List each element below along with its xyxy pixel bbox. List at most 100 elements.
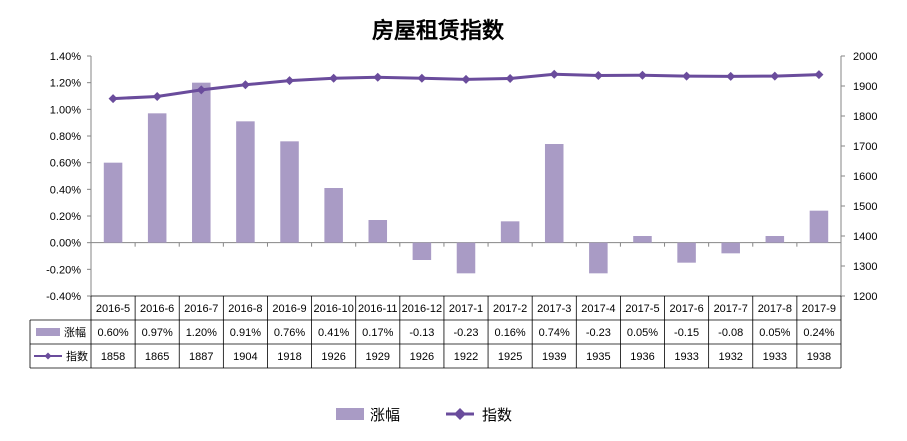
line-point bbox=[285, 76, 295, 86]
x-tick-label: 2016-11 bbox=[358, 303, 398, 315]
line-data-label: 1936 bbox=[630, 351, 654, 363]
line-data-label: 1939 bbox=[542, 351, 566, 363]
bar bbox=[765, 236, 785, 243]
bar-data-label: -0.23 bbox=[586, 327, 611, 339]
line-data-label: 1918 bbox=[277, 351, 301, 363]
bar bbox=[721, 242, 740, 254]
line-data-label: 1932 bbox=[718, 351, 742, 363]
y-left-tick-label: -0.20% bbox=[46, 264, 81, 276]
bar bbox=[456, 242, 476, 274]
line-point bbox=[549, 69, 559, 79]
bar-data-label: -0.23 bbox=[453, 327, 478, 339]
x-tick-label: 2016-8 bbox=[228, 303, 262, 315]
x-tick-label: 2016-5 bbox=[96, 303, 130, 315]
line-point bbox=[240, 80, 250, 90]
x-tick-label: 2017-3 bbox=[537, 303, 571, 315]
y-left-tick-label: 0.60% bbox=[50, 158, 81, 170]
line-point bbox=[461, 74, 471, 84]
bar-data-label: 0.17% bbox=[362, 327, 393, 339]
legend-bar-label: 涨幅 bbox=[370, 406, 400, 424]
bar-legend-key bbox=[36, 328, 60, 336]
y-left-tick-label: -0.40% bbox=[46, 291, 81, 303]
line-point bbox=[814, 70, 824, 80]
bar bbox=[236, 121, 255, 243]
line-data-label: 1929 bbox=[366, 351, 390, 363]
bar-data-label: 0.60% bbox=[97, 327, 128, 339]
line-data-label: 1926 bbox=[410, 351, 434, 363]
line-point bbox=[152, 92, 162, 101]
line-data-label: 1904 bbox=[233, 351, 257, 363]
y-right-tick-label: 1400 bbox=[853, 231, 877, 243]
chart-title: 房屋租赁指数 bbox=[372, 18, 505, 44]
bar-data-label: 0.41% bbox=[318, 327, 349, 339]
bar bbox=[280, 141, 299, 243]
x-tick-label: 2017-9 bbox=[802, 303, 836, 315]
y-left-tick-label: 0.20% bbox=[50, 211, 81, 223]
line-point bbox=[329, 73, 339, 83]
y-right-tick-label: 1600 bbox=[853, 171, 877, 183]
line-point bbox=[682, 71, 692, 81]
line-point bbox=[373, 72, 383, 82]
x-tick-label: 2017-6 bbox=[669, 303, 703, 315]
line-data-label: 1926 bbox=[321, 351, 345, 363]
bar bbox=[192, 82, 211, 243]
legend-bar-swatch bbox=[336, 408, 364, 420]
legend-line-marker bbox=[454, 408, 466, 420]
y-right-tick-label: 1800 bbox=[853, 111, 877, 123]
data-table: 2016-5 2016-6 2016-7 2016-8 2016-9 2016-10 201… bbox=[29, 295, 842, 369]
line-data-label: 1858 bbox=[101, 351, 125, 363]
x-tick-label: 2016-10 bbox=[313, 303, 353, 315]
line-data-label: 1865 bbox=[145, 351, 169, 363]
y-right-tick-label: 1700 bbox=[853, 141, 877, 153]
legend: 涨幅 指数 bbox=[336, 406, 512, 424]
bar-data-label: 0.05% bbox=[627, 327, 658, 339]
line-point bbox=[417, 73, 427, 83]
line-data-label: 1933 bbox=[674, 351, 698, 363]
line-point bbox=[196, 85, 206, 95]
bar-series-row-label: 涨幅 bbox=[64, 326, 86, 339]
bar-data-label: 0.05% bbox=[759, 327, 790, 339]
bar bbox=[368, 220, 388, 243]
line-data-label: 1933 bbox=[763, 351, 787, 363]
line-series-row-label: 指数 bbox=[66, 349, 88, 363]
bar-data-label: 0.97% bbox=[142, 327, 173, 339]
y-left-tick-label: 1.00% bbox=[50, 104, 81, 116]
line-point bbox=[108, 94, 118, 104]
y-left-tick-label: 0.00% bbox=[50, 238, 81, 250]
y-left-tick-label: 0.40% bbox=[50, 184, 81, 196]
y-right-tick-label: 1300 bbox=[853, 261, 877, 273]
bar-data-label: 0.74% bbox=[539, 327, 570, 339]
line-data-label: 1935 bbox=[586, 351, 610, 363]
line-point bbox=[637, 70, 647, 80]
x-tick-label: 2017-2 bbox=[493, 303, 527, 315]
line-data-label: 1925 bbox=[498, 351, 522, 363]
y-left-tick-label: 1.40% bbox=[50, 51, 81, 63]
bar bbox=[324, 188, 343, 243]
bar-data-label: -0.15 bbox=[674, 327, 699, 339]
x-tick-label: 2017-1 bbox=[449, 303, 483, 315]
line-point bbox=[770, 71, 780, 81]
x-tick-label: 2017-7 bbox=[714, 303, 748, 315]
line-data-label: 1938 bbox=[807, 351, 831, 363]
bar-data-label: -0.08 bbox=[718, 327, 743, 339]
bar-data-label: 0.16% bbox=[495, 327, 526, 339]
line-point bbox=[593, 71, 603, 80]
x-tick-label: 2016-12 bbox=[402, 303, 442, 315]
bars bbox=[103, 82, 829, 274]
bar-data-label: 0.91% bbox=[230, 327, 261, 339]
x-tick-label: 2016-7 bbox=[184, 303, 218, 315]
bar bbox=[589, 242, 608, 274]
line-series bbox=[108, 69, 824, 104]
line-point bbox=[726, 71, 736, 81]
bar-data-label: 1.20% bbox=[186, 327, 217, 339]
line-point bbox=[505, 74, 515, 83]
bar bbox=[677, 242, 696, 263]
line-data-label: 1887 bbox=[189, 351, 213, 363]
bar bbox=[544, 144, 564, 243]
bar bbox=[809, 210, 829, 243]
x-tick-label: 2016-9 bbox=[272, 303, 306, 315]
bar bbox=[500, 221, 520, 243]
bar bbox=[147, 113, 167, 243]
y-right-tick-label: 1900 bbox=[853, 81, 877, 93]
